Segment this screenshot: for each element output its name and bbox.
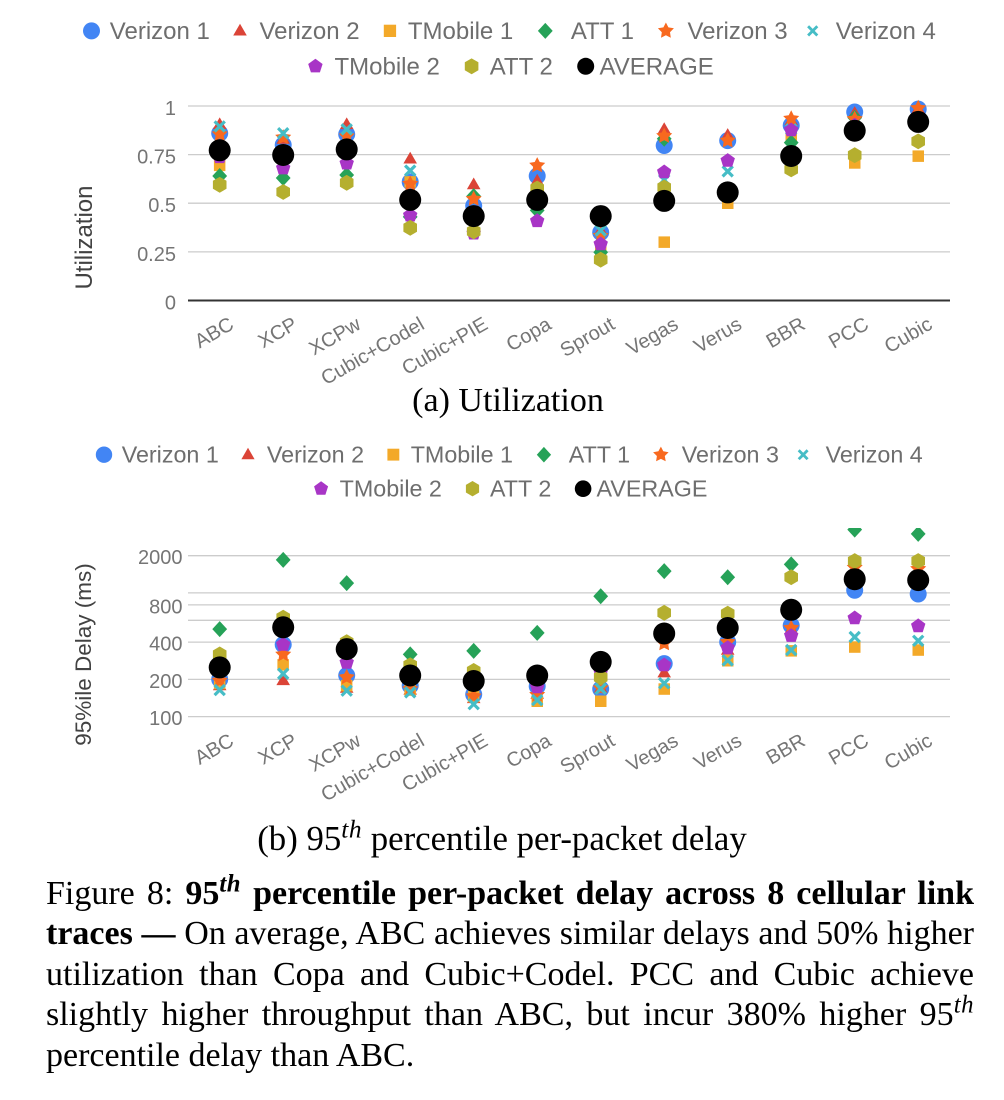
svg-text:TMobile 2: TMobile 2 xyxy=(335,54,440,81)
svg-text:95%ile Delay (ms): 95%ile Delay (ms) xyxy=(71,563,96,746)
svg-text:AVERAGE: AVERAGE xyxy=(597,476,708,502)
svg-text:0.25: 0.25 xyxy=(137,244,176,266)
svg-text:Sprout: Sprout xyxy=(557,313,619,362)
svg-text:Verus: Verus xyxy=(690,730,745,775)
svg-text:Vegas: Vegas xyxy=(623,730,682,777)
svg-text:Verizon 3: Verizon 3 xyxy=(682,442,779,468)
svg-text:Verizon 1: Verizon 1 xyxy=(110,18,210,45)
svg-text:TMobile 2: TMobile 2 xyxy=(340,476,442,502)
svg-text:1: 1 xyxy=(165,98,176,120)
svg-text:Verus: Verus xyxy=(690,313,745,358)
svg-text:XCP: XCP xyxy=(255,313,302,353)
svg-text:Utilization: Utilization xyxy=(71,185,98,289)
svg-text:Cubic: Cubic xyxy=(881,730,936,775)
svg-text:800: 800 xyxy=(149,596,182,618)
svg-text:Verizon 2: Verizon 2 xyxy=(260,18,360,45)
svg-text:AVERAGE: AVERAGE xyxy=(600,54,714,81)
svg-text:PCC: PCC xyxy=(825,730,873,770)
svg-text:XCP: XCP xyxy=(255,730,302,770)
svg-text:Vegas: Vegas xyxy=(623,313,682,360)
svg-text:Verizon 1: Verizon 1 xyxy=(122,442,219,468)
svg-text:Verizon 4: Verizon 4 xyxy=(836,18,936,45)
svg-text:BBR: BBR xyxy=(763,730,810,770)
svg-text:400: 400 xyxy=(149,634,182,656)
svg-text:200: 200 xyxy=(149,671,182,693)
svg-text:ATT 1: ATT 1 xyxy=(569,442,630,468)
svg-text:ATT 2: ATT 2 xyxy=(490,476,551,502)
svg-text:Copa: Copa xyxy=(503,729,556,772)
svg-text:Verizon 4: Verizon 4 xyxy=(826,442,923,468)
svg-text:2000: 2000 xyxy=(138,547,183,569)
svg-text:TMobile 1: TMobile 1 xyxy=(408,18,513,45)
svg-text:BBR: BBR xyxy=(763,313,810,353)
svg-text:ATT 2: ATT 2 xyxy=(490,54,553,81)
svg-text:100: 100 xyxy=(149,708,182,730)
svg-text:Cubic: Cubic xyxy=(881,313,936,358)
svg-text:0.75: 0.75 xyxy=(137,147,176,169)
svg-text:PCC: PCC xyxy=(825,313,873,353)
svg-text:TMobile 1: TMobile 1 xyxy=(411,442,513,468)
svg-text:ABC: ABC xyxy=(191,313,238,353)
svg-text:ABC: ABC xyxy=(191,730,238,770)
svg-text:0.5: 0.5 xyxy=(148,195,176,217)
svg-text:ATT 1: ATT 1 xyxy=(571,18,634,45)
svg-text:Verizon 2: Verizon 2 xyxy=(267,442,364,468)
svg-text:Verizon 3: Verizon 3 xyxy=(688,18,788,45)
svg-text:0: 0 xyxy=(165,293,176,315)
svg-text:Sprout: Sprout xyxy=(557,730,619,779)
svg-text:Copa: Copa xyxy=(503,313,556,356)
